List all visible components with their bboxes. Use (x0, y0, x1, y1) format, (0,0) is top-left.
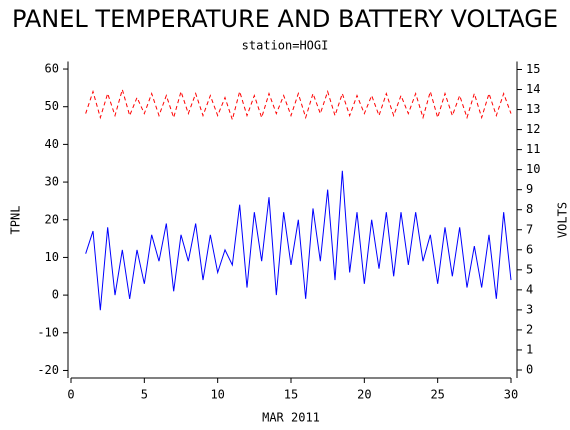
y-tick-label: 10 (45, 250, 59, 264)
x-tick-label: 0 (67, 388, 74, 402)
x-tick-label: 5 (141, 388, 148, 402)
chart-title: PANEL TEMPERATURE AND BATTERY VOLTAGE (12, 5, 558, 33)
y2-tick-label: 5 (526, 262, 533, 276)
x-axis-label: MAR 2011 (262, 411, 320, 425)
y-tick-label: 60 (45, 62, 59, 76)
y-tick-label: 50 (45, 99, 59, 113)
series-line (85, 87, 512, 122)
y-tick-label: -20 (37, 363, 59, 377)
x-tick-label: 20 (357, 388, 371, 402)
y2-tick-label: 15 (526, 62, 540, 76)
series-line (85, 170, 512, 311)
y2-tick-label: 11 (526, 142, 540, 156)
y2-tick-label: 8 (526, 202, 533, 216)
y2-tick-label: 13 (526, 102, 540, 116)
y2-tick-label: 14 (526, 82, 540, 96)
y-tick-label: 30 (45, 175, 59, 189)
y2-tick-label: 4 (526, 282, 533, 296)
y2-tick-label: 12 (526, 122, 540, 136)
y-tick-label: 0 (52, 288, 59, 302)
y-tick-label: 20 (45, 212, 59, 226)
x-tick-label: 15 (284, 388, 298, 402)
y2-tick-label: 6 (526, 242, 533, 256)
y2-axis-label: VOLTS (556, 202, 570, 238)
y2-tick-label: 0 (526, 362, 533, 376)
y-tick-label: -10 (37, 325, 59, 339)
chart-subtitle: station=HOGI (242, 39, 329, 53)
y2-tick-label: 10 (526, 162, 540, 176)
x-tick-label: 10 (210, 388, 224, 402)
y-axis-label: TPNL (9, 206, 23, 235)
x-tick-label: 30 (504, 388, 518, 402)
x-tick-label: 25 (430, 388, 444, 402)
y2-tick-label: 1 (526, 342, 533, 356)
y2-tick-label: 9 (526, 182, 533, 196)
y2-tick-label: 7 (526, 222, 533, 236)
y-tick-label: 40 (45, 137, 59, 151)
y2-tick-label: 3 (526, 302, 533, 316)
y2-tick-label: 2 (526, 322, 533, 336)
